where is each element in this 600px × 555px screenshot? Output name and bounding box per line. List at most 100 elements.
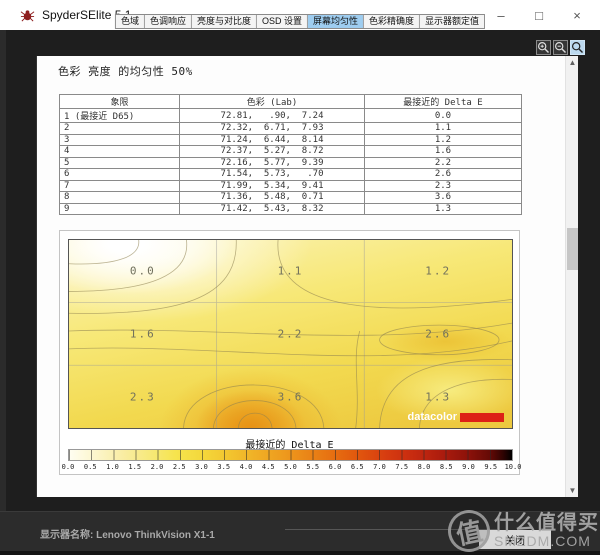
table-cell: 72.37, 5.27, 8.72 bbox=[179, 145, 365, 158]
close-window-button[interactable]: × bbox=[573, 7, 581, 23]
scale-tick-label: 3.5 bbox=[217, 463, 231, 471]
tab-OSD 设置[interactable]: OSD 设置 bbox=[256, 15, 309, 28]
window-title: SpyderSElite 5.1 bbox=[42, 8, 132, 22]
table-cell: 1.1 bbox=[363, 122, 523, 135]
scale-tick-label: 8.0 bbox=[417, 463, 431, 471]
table-cell: 72.81, .90, 7.24 bbox=[179, 108, 365, 123]
heatmap-box: datacolor 0.0 1.1 1.2 1.6 2.2 2.6 2.3 3.6 1.3 最接… bbox=[59, 230, 522, 475]
table-cell: 7 bbox=[58, 179, 181, 192]
monitor-name-label: 显示器名称: bbox=[40, 530, 94, 541]
table-cell: 71.24, 6.44, 8.14 bbox=[179, 133, 365, 146]
table-cell: 1.6 bbox=[363, 145, 523, 158]
scale-tick-label: 7.5 bbox=[395, 463, 409, 471]
zoom-in-icon[interactable] bbox=[536, 40, 551, 55]
scale-tick-label: 3.0 bbox=[195, 463, 208, 471]
heatmap-value-label: 1.2 bbox=[425, 264, 452, 278]
table-cell: 72.32, 6.71, 7.93 bbox=[179, 122, 365, 135]
zoom-select-icon[interactable] bbox=[570, 40, 585, 55]
window-left-edge bbox=[0, 30, 6, 555]
heatmap-value-label: 2.3 bbox=[129, 390, 156, 404]
table-cell: 71.54, 5.73, .70 bbox=[179, 168, 365, 181]
col-header-delta-e: 最接近的 Delta E bbox=[363, 94, 523, 109]
uniformity-table: 象限 色彩 (Lab) 最接近的 Delta E 1 (最接近 D65) 72.8… bbox=[58, 94, 523, 215]
table-header-row: 象限 色彩 (Lab) 最接近的 Delta E bbox=[58, 94, 523, 109]
table-row: 7 71.99, 5.34, 9.41 2.3 bbox=[58, 179, 523, 192]
col-header-lab: 色彩 (Lab) bbox=[179, 94, 365, 109]
table-row: 6 71.54, 5.73, .70 2.6 bbox=[58, 168, 523, 181]
zoom-out-icon[interactable] bbox=[553, 40, 568, 55]
scrollbar-thumb[interactable] bbox=[567, 228, 578, 270]
table-row: 1 (最接近 D65) 72.81, .90, 7.24 0.0 bbox=[58, 108, 523, 123]
heatmap-value-label: 2.2 bbox=[277, 327, 304, 341]
footer-bar: 显示器名称: Lenovo ThinkVision X1-1 关闭 bbox=[0, 511, 600, 555]
tab-色调响应[interactable]: 色调响应 bbox=[144, 15, 192, 28]
table-cell: 1.3 bbox=[363, 202, 523, 215]
scale-tick-label: 10.0 bbox=[504, 463, 522, 471]
table-cell: 1 (最接近 D65) bbox=[58, 108, 181, 123]
scale-tick-label: 4.5 bbox=[261, 463, 275, 471]
table-cell: 71.42, 5.43, 8.32 bbox=[179, 202, 365, 215]
heatmap-value-label: 1.1 bbox=[277, 264, 304, 278]
table-cell: 1.2 bbox=[363, 133, 523, 146]
maximize-button[interactable]: □ bbox=[535, 7, 543, 23]
table-cell: 2.3 bbox=[363, 179, 523, 192]
uniformity-table-body: 1 (最接近 D65) 72.81, .90, 7.24 0.0 2 72.32, 6.… bbox=[58, 108, 523, 215]
table-row: 2 72.32, 6.71, 7.93 1.1 bbox=[58, 122, 523, 135]
scale-ticks: 0.0 0.5 1.0 1.5 2.0 2.5 3.0 3.5 4.0 4.5 5.0 5.5 6.0 6… bbox=[62, 463, 522, 472]
monitor-name-value: Lenovo ThinkVision X1-1 bbox=[96, 530, 215, 541]
heatmap-plot: datacolor 0.0 1.1 1.2 1.6 2.2 2.6 2.3 3.6 1.3 bbox=[68, 239, 513, 429]
scroll-up-icon[interactable]: ▲ bbox=[568, 58, 577, 67]
scale-tick-label: 9.5 bbox=[484, 463, 498, 471]
close-button[interactable]: 关闭 bbox=[479, 530, 551, 549]
tab-bar: 色域 色调响应 亮度与对比度 OSD 设置 屏幕均匀性 色彩精确度 显示器额定值 bbox=[114, 14, 486, 29]
scale-tick-label: 7.0 bbox=[373, 463, 386, 471]
scale-tick-label: 0.0 bbox=[61, 463, 75, 471]
heatmap-value-label: 3.6 bbox=[277, 390, 304, 404]
scale-tick-label: 6.0 bbox=[328, 463, 342, 471]
table-cell: 2 bbox=[58, 122, 181, 135]
table-row: 4 72.37, 5.27, 8.72 1.6 bbox=[58, 145, 523, 158]
report-panel: 色彩 亮度 的均匀性 50% 象限 色彩 (Lab) 最接近的 Delta E … bbox=[36, 56, 578, 497]
table-cell: 72.16, 5.77, 9.39 bbox=[179, 156, 365, 169]
datacolor-red-bar bbox=[460, 412, 504, 422]
tab-屏幕均匀性[interactable]: 屏幕均匀性 bbox=[308, 15, 365, 28]
scale-tick-label: 4.0 bbox=[239, 463, 253, 471]
table-cell: 3 bbox=[58, 133, 181, 146]
scale-tick-label: 9.0 bbox=[462, 463, 475, 471]
spyder-app-icon bbox=[20, 10, 35, 22]
scale-tick-label: 5.0 bbox=[284, 463, 297, 471]
scroll-down-icon[interactable]: ▼ bbox=[568, 486, 577, 495]
scale-tick-label: 2.5 bbox=[172, 463, 186, 471]
heatmap-value-label: 0.0 bbox=[129, 264, 156, 278]
tab-色彩精确度[interactable]: 色彩精确度 bbox=[364, 15, 421, 28]
datacolor-watermark: datacolor bbox=[407, 411, 504, 423]
table-cell: 2.2 bbox=[363, 156, 523, 169]
tab-显示器额定值[interactable]: 显示器额定值 bbox=[420, 15, 485, 28]
table-cell: 9 bbox=[58, 202, 181, 215]
table-cell: 2.6 bbox=[363, 168, 523, 181]
table-row: 3 71.24, 6.44, 8.14 1.2 bbox=[58, 133, 523, 146]
colorbar-gradient bbox=[68, 449, 513, 461]
vertical-scrollbar[interactable]: ▲ ▼ bbox=[565, 56, 578, 497]
table-row: 8 71.36, 5.48, 0.71 3.6 bbox=[58, 191, 523, 204]
table-cell: 8 bbox=[58, 191, 181, 204]
table-cell: 0.0 bbox=[363, 108, 523, 123]
scale-tick-label: 0.5 bbox=[83, 463, 97, 471]
table-row: 9 71.42, 5.43, 8.32 1.3 bbox=[58, 202, 523, 215]
tab-亮度与对比度[interactable]: 亮度与对比度 bbox=[191, 15, 257, 28]
contour-lines bbox=[69, 240, 512, 428]
table-cell: 3.6 bbox=[363, 191, 523, 204]
table-cell: 71.36, 5.48, 0.71 bbox=[179, 191, 365, 204]
table-cell: 6 bbox=[58, 168, 181, 181]
minimize-button[interactable]: – bbox=[497, 7, 505, 23]
scale-tick-label: 5.5 bbox=[306, 463, 320, 471]
zoom-toolbar bbox=[536, 40, 585, 55]
scale-tick-label: 2.0 bbox=[150, 463, 164, 471]
col-header-quadrant: 象限 bbox=[58, 94, 181, 109]
heatmap-value-label: 2.6 bbox=[425, 327, 452, 341]
table-cell: 4 bbox=[58, 145, 181, 158]
tab-色域[interactable]: 色域 bbox=[115, 15, 145, 28]
scale-tick-label: 1.0 bbox=[106, 463, 119, 471]
scale-tick-label: 6.5 bbox=[350, 463, 364, 471]
